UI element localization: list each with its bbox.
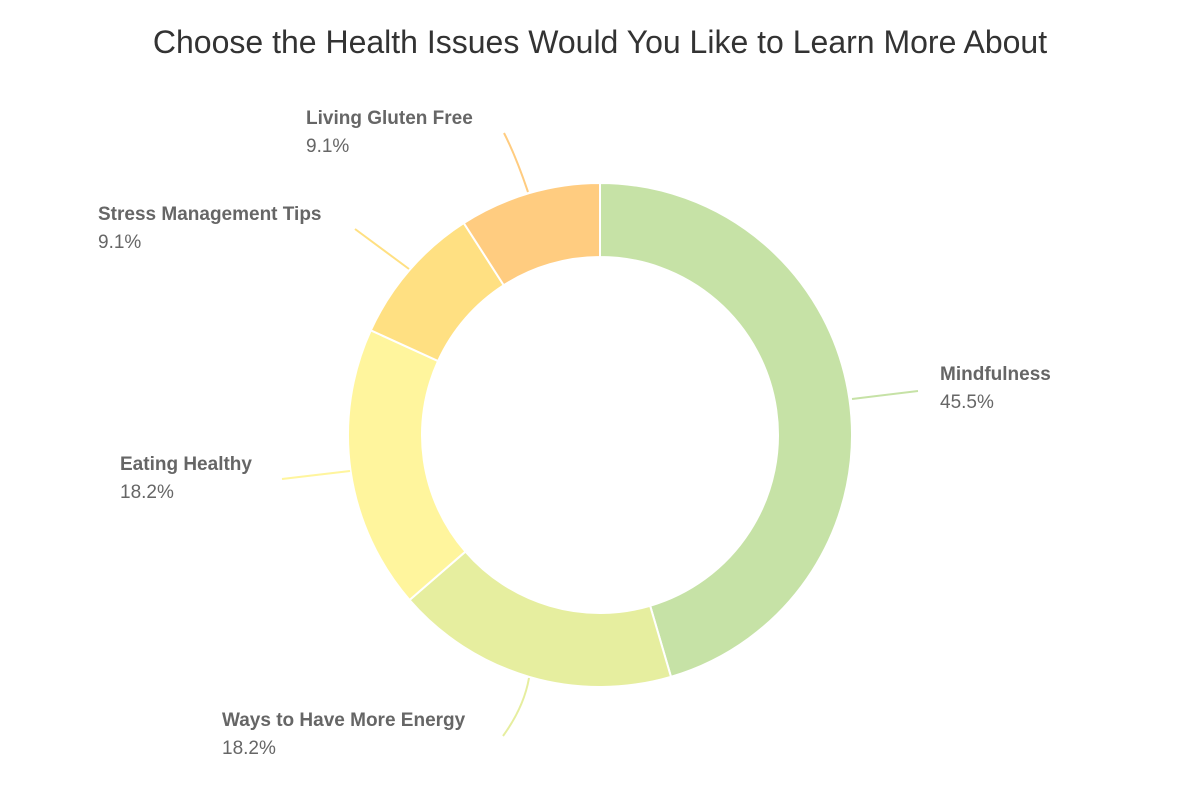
leader-line xyxy=(281,470,351,480)
leader-line xyxy=(354,228,410,270)
slice-living-gluten-free[interactable] xyxy=(462,181,601,287)
slice-percent-label: 18.2% xyxy=(120,482,174,503)
chart-title: Choose the Health Issues Would You Like … xyxy=(152,24,1048,60)
slice-label: Mindfulness xyxy=(940,364,1051,385)
slice-ways-to-have-more-energy[interactable] xyxy=(408,550,673,688)
leader-lines-layer xyxy=(281,132,919,737)
slice-percent-label: 18.2% xyxy=(222,738,276,759)
leader-line xyxy=(503,132,529,193)
slice-percent-label: 9.1% xyxy=(98,232,141,253)
slice-percent-label: 9.1% xyxy=(306,136,349,157)
leader-line xyxy=(502,677,530,737)
slice-label: Ways to Have More Energy xyxy=(222,710,466,731)
leader-line xyxy=(851,390,919,400)
slice-label: Stress Management Tips xyxy=(98,204,322,225)
slice-label: Living Gluten Free xyxy=(306,108,473,129)
slice-eating-healthy[interactable] xyxy=(347,328,467,602)
slice-label: Eating Healthy xyxy=(120,454,252,475)
slice-mindfulness[interactable] xyxy=(599,181,853,679)
slice-percent-label: 45.5% xyxy=(940,392,994,413)
labels-layer: Mindfulness 45.5% Ways to Have More Energy… xyxy=(98,108,1051,759)
slices-layer xyxy=(347,181,853,688)
